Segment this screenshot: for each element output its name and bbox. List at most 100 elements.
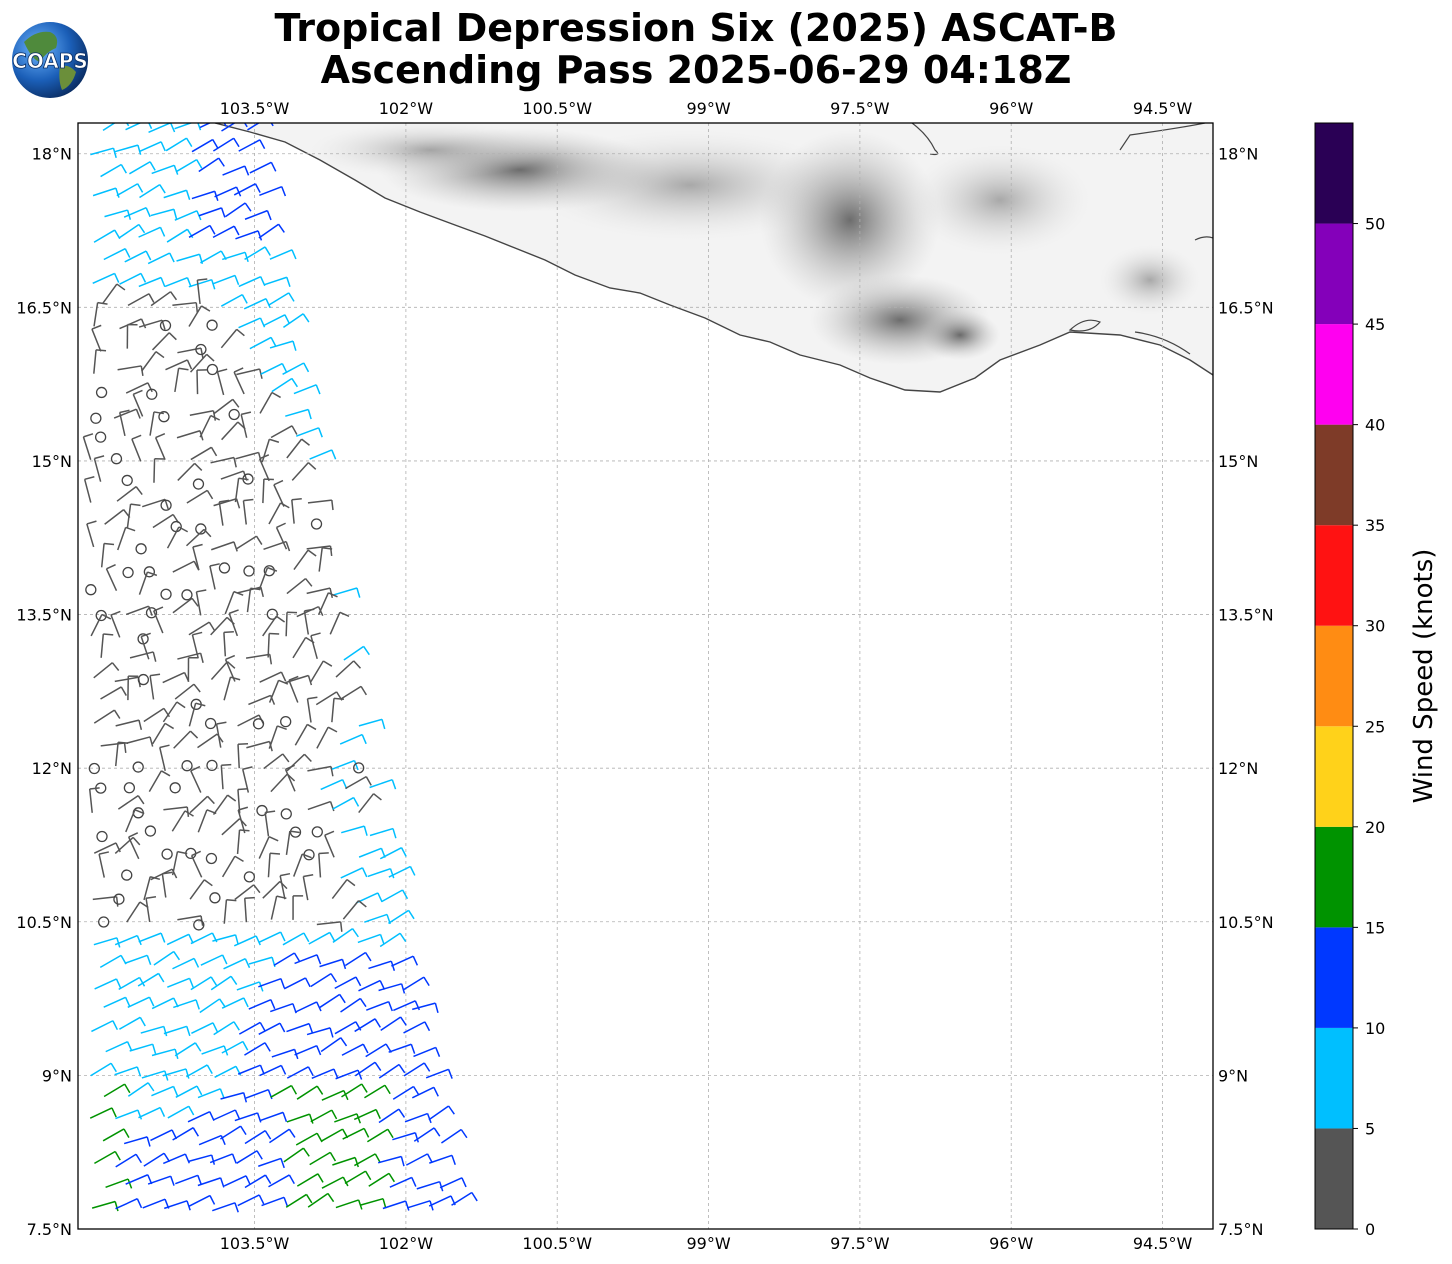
wind-barb-flag xyxy=(361,734,367,745)
wind-barb-flag xyxy=(206,795,215,805)
wind-barb-flag xyxy=(233,541,238,552)
wind-barb-flag xyxy=(125,526,136,532)
wind-barb-flag xyxy=(195,999,200,1010)
wind-barb-staff xyxy=(283,1147,304,1163)
wind-barb-flag xyxy=(341,959,347,970)
wind-barb-staff xyxy=(364,1084,386,1099)
wind-barb-staff xyxy=(115,719,140,727)
wind-barb-staff xyxy=(334,1021,357,1035)
wind-barb-flag xyxy=(195,702,206,707)
gulf-coast-outline xyxy=(911,123,1213,241)
wind-barb-staff xyxy=(240,414,248,438)
wind-barb-flag xyxy=(237,788,248,791)
wind-barb-staff xyxy=(340,867,363,879)
wind-barb-flag xyxy=(98,851,110,855)
wind-barb-staff xyxy=(91,1200,116,1209)
wind-barb-staff xyxy=(273,952,295,967)
wind-barb-flag xyxy=(155,351,165,359)
wind-barb-flag xyxy=(86,520,97,525)
wind-barb-staff xyxy=(126,901,141,923)
calm-wind-circle xyxy=(85,584,97,596)
wind-barb-flag xyxy=(358,900,367,908)
wind-barb-staff xyxy=(261,439,271,463)
wind-barb-flag xyxy=(339,994,346,1004)
wind-barb-staff xyxy=(159,747,166,772)
wind-barb-staff xyxy=(174,368,180,393)
wind-barb-flag xyxy=(276,895,287,900)
calm-wind-circle xyxy=(311,826,323,838)
wind-barb-staff xyxy=(210,616,228,636)
wind-barb-flag xyxy=(236,328,245,337)
wind-barb-staff xyxy=(307,765,332,772)
wind-barb-staff xyxy=(83,479,92,503)
wind-barb-staff xyxy=(138,571,149,595)
wind-barb-staff xyxy=(187,1110,211,1123)
wind-barb-flag xyxy=(270,999,276,1010)
wind-barb-staff xyxy=(145,898,151,923)
wind-barb-flag xyxy=(116,283,126,291)
wind-barb-staff xyxy=(341,825,365,834)
wind-barb-flag xyxy=(155,432,166,439)
wind-barb-staff xyxy=(117,365,142,371)
wind-barb-flag xyxy=(364,952,372,962)
calm-wind-circle xyxy=(88,762,100,775)
wind-barb-flag xyxy=(250,587,261,591)
wind-barb-staff xyxy=(88,788,93,813)
wind-barb-flag xyxy=(241,411,252,416)
wind-barb-staff xyxy=(220,1091,244,1100)
wind-barb-staff xyxy=(93,302,99,327)
wind-barb-staff xyxy=(258,1022,281,1035)
wind-barb-flag xyxy=(460,1129,468,1139)
wind-barb-staff xyxy=(354,1018,376,1033)
wind-barb-flag xyxy=(264,1130,272,1140)
wind-barb-flag xyxy=(253,884,261,894)
wind-barb-flag xyxy=(363,1128,370,1138)
wind-barb-flag xyxy=(160,141,166,152)
wind-barb-staff xyxy=(163,1153,186,1165)
wind-barb-staff xyxy=(228,613,239,637)
wind-barb-staff xyxy=(439,1177,463,1189)
wind-barb-staff xyxy=(334,976,357,990)
lon-tick-label-bottom: 100.5°W xyxy=(522,1234,592,1253)
wind-barb-staff xyxy=(270,425,293,439)
wind-barb-staff xyxy=(321,1089,345,1101)
wind-barb-staff xyxy=(164,1200,188,1210)
calm-wind-circle xyxy=(266,608,278,620)
wind-barb-flag xyxy=(136,935,142,946)
wind-barb-staff xyxy=(319,958,343,968)
wind-barb-staff xyxy=(307,1192,329,1208)
wind-barb-staff xyxy=(296,1085,318,1100)
wind-barb-staff xyxy=(429,1154,453,1164)
wind-barb-flag xyxy=(322,547,333,550)
wind-barb-flag xyxy=(290,1085,298,1095)
wind-barb-staff xyxy=(358,793,375,814)
wind-barb-staff xyxy=(237,1194,260,1207)
wind-barb-staff xyxy=(126,503,132,528)
wind-barb-staff xyxy=(315,691,338,706)
wind-barb-flag xyxy=(388,1001,393,1012)
calm-wind-circle xyxy=(94,431,107,443)
wind-barb-flag xyxy=(132,836,141,846)
wind-barb-staff xyxy=(102,283,118,304)
wind-barb-staff xyxy=(196,279,201,305)
wind-barb-staff xyxy=(286,577,307,595)
wind-barb-flag xyxy=(329,545,333,556)
wind-barb-staff xyxy=(100,742,125,747)
wind-barb-staff xyxy=(284,768,296,792)
calm-wind-circle xyxy=(160,588,172,600)
wind-barb-staff xyxy=(359,1197,384,1206)
wind-barb-flag xyxy=(169,123,176,133)
wind-barb-staff xyxy=(345,775,367,790)
wind-barb-flag xyxy=(375,1109,381,1119)
wind-barb-staff xyxy=(154,437,166,460)
wind-barb-staff xyxy=(100,633,105,658)
wind-barb-flag xyxy=(119,409,130,414)
wind-barb-flag xyxy=(307,696,318,700)
wind-barb-flag xyxy=(233,367,244,373)
wind-barb-flag xyxy=(120,164,127,174)
wind-barb-flag xyxy=(112,1020,119,1031)
wind-barb-flag xyxy=(384,1084,391,1095)
wind-barb-flag xyxy=(176,701,186,709)
wind-barb-flag xyxy=(147,1082,155,1092)
wind-barb-staff xyxy=(340,997,361,1013)
